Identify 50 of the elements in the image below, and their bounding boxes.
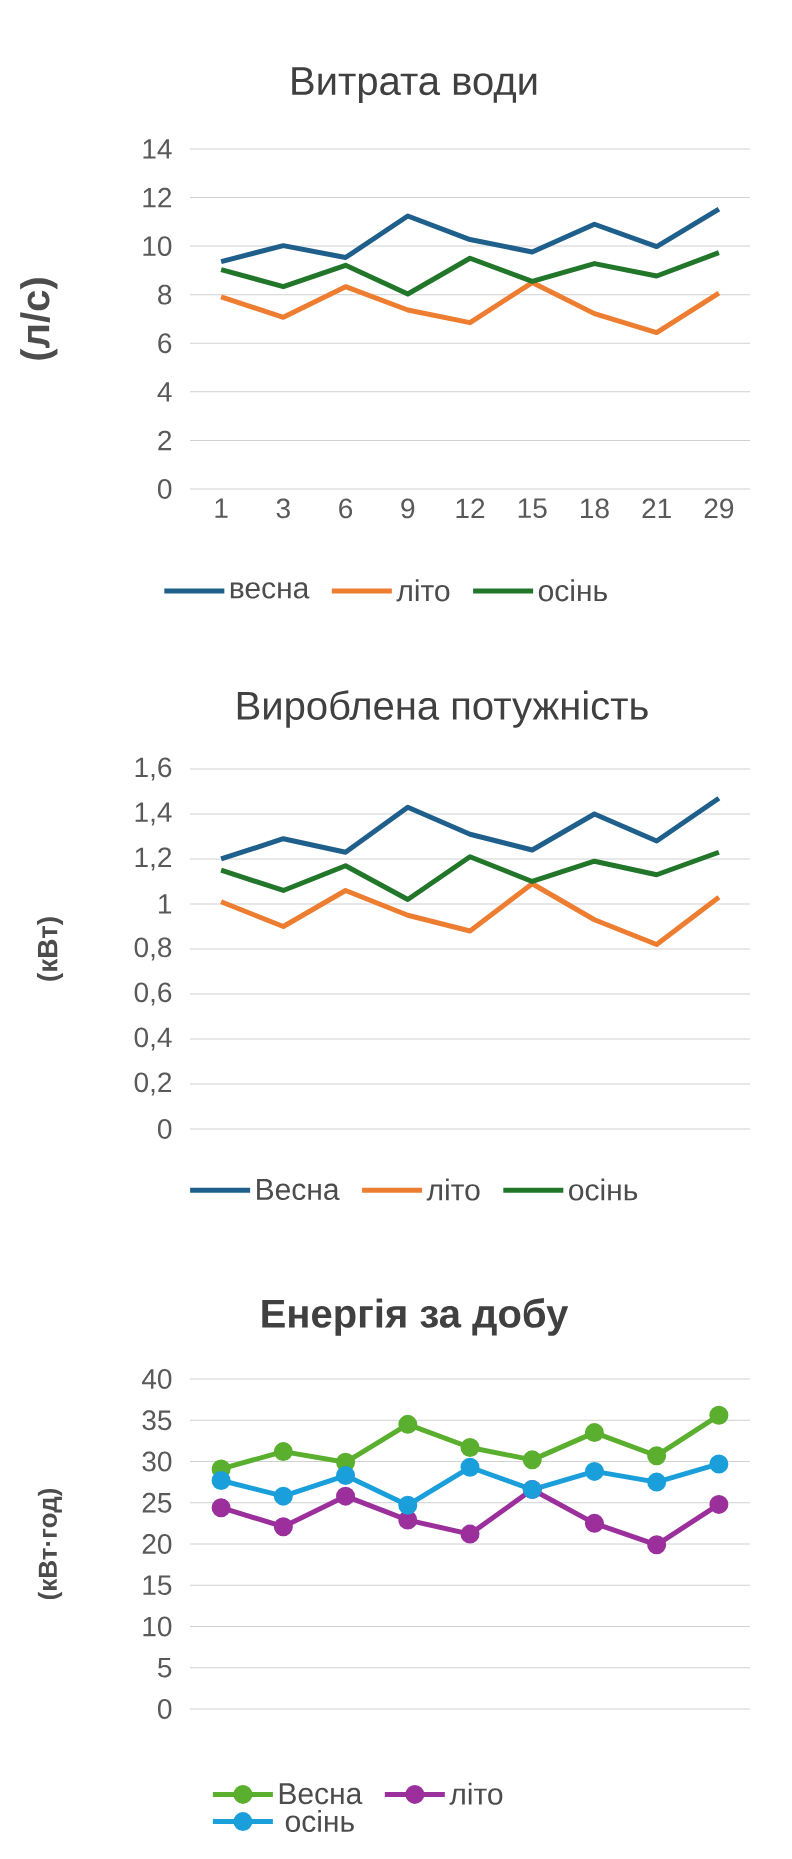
- chart-title: Енергія за добу: [262, 1298, 569, 1336]
- y-tick-label: 10: [143, 1616, 172, 1637]
- y-tick-label: 10: [143, 236, 172, 257]
- y-tick-label: 8: [158, 284, 172, 305]
- y-tick-label: 1: [159, 894, 172, 914]
- x-tick-label: 12: [456, 498, 485, 519]
- chart-title: Витрата води: [292, 67, 537, 104]
- y-tick-label: 12: [143, 187, 172, 208]
- y-tick-label: 30: [142, 1451, 172, 1472]
- y-tick-label: 0,2: [134, 1072, 172, 1096]
- y-axis-title: (л/с): [20, 278, 58, 360]
- x-tick-label: 1: [215, 498, 228, 518]
- x-tick-label: 15: [518, 498, 547, 519]
- x-tick-label: 3: [276, 498, 290, 519]
- legend-label: літо: [396, 579, 450, 602]
- y-tick-label: 0: [157, 479, 172, 499]
- legend-label: осінь: [569, 1178, 638, 1201]
- chart-title: Вироблена потужність: [237, 690, 648, 728]
- y-tick-label: 0,4: [134, 1027, 172, 1051]
- legend-label: осінь: [285, 1810, 354, 1833]
- y-tick-label: 5: [158, 1657, 172, 1678]
- y-tick-label: 0: [157, 1119, 172, 1139]
- y-tick-label: 40: [141, 1369, 172, 1389]
- legend-label: літо: [449, 1782, 503, 1805]
- y-tick-label: 0: [157, 1699, 172, 1719]
- y-tick-label: 1,6: [135, 757, 172, 781]
- y-tick-label: 2: [158, 430, 172, 451]
- y-tick-label: 1,4: [135, 802, 172, 826]
- y-tick-label: 25: [142, 1492, 172, 1513]
- x-tick-label: 9: [401, 498, 415, 519]
- y-tick-label: 15: [143, 1575, 172, 1596]
- y-tick-label: 14: [143, 139, 172, 159]
- y-tick-label: 35: [142, 1410, 172, 1431]
- legend-label: осінь: [538, 579, 607, 602]
- y-tick-label: 6: [158, 333, 172, 354]
- y-tick-label: 0,6: [134, 982, 172, 1006]
- y-axis-title: (кВт·год): [37, 1488, 63, 1600]
- x-tick-label: 21: [642, 498, 671, 519]
- legend-label: Весна: [279, 1783, 363, 1805]
- x-tick-label: 6: [339, 498, 353, 519]
- y-axis-title: (кВт): [36, 917, 64, 981]
- y-tick-label: 20: [142, 1534, 172, 1554]
- legend-label: Весна: [257, 1179, 340, 1201]
- legend-label: весна: [230, 582, 310, 599]
- y-tick-label: 1,2: [135, 847, 172, 871]
- x-tick-label: 29: [704, 498, 734, 519]
- x-tick-label: 18: [581, 498, 609, 519]
- legend-label: літо: [426, 1178, 480, 1201]
- y-tick-label: 4: [157, 382, 172, 402]
- y-tick-label: 0,8: [134, 937, 172, 961]
